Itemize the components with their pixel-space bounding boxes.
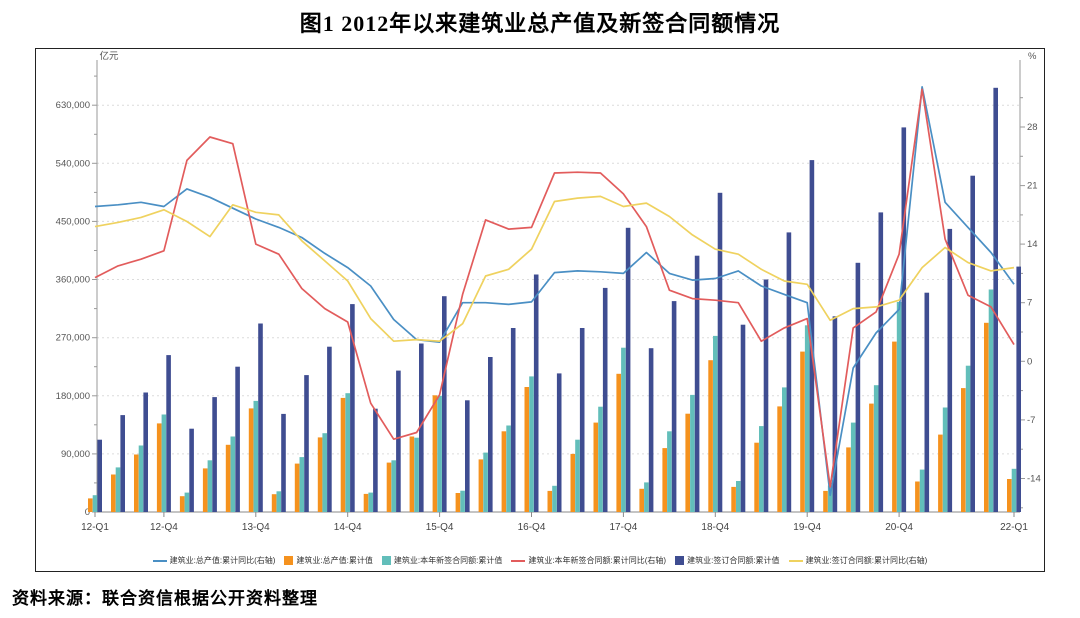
- legend-item-label: 建筑业:本年新签合同额:累计同比(右轴): [528, 556, 667, 565]
- svg-text:14: 14: [1027, 239, 1038, 250]
- svg-text:19-Q4: 19-Q4: [793, 522, 821, 533]
- left-axis-unit: 亿元: [99, 50, 119, 62]
- right-axis-unit: %: [1028, 51, 1037, 62]
- legend-item-label: 建筑业:总产值:累计同比(右轴): [169, 556, 276, 565]
- legend-line-swatch: [788, 559, 803, 562]
- svg-text:-14: -14: [1027, 474, 1041, 485]
- svg-text:450,000: 450,000: [56, 216, 90, 227]
- legend-box-swatch: [381, 556, 391, 565]
- chart-frame: 0 90,000 180,000 270,000 360,000 450,000 540,0…: [35, 48, 1045, 572]
- legend-box-swatch: [675, 556, 685, 565]
- svg-text:15-Q4: 15-Q4: [426, 522, 454, 533]
- legend-item-1: 建筑业:总产值:累计值: [284, 555, 373, 566]
- svg-text:18-Q4: 18-Q4: [701, 522, 729, 533]
- chart-svg: 0 90,000 180,000 270,000 360,000 450,000 540,0…: [56, 50, 1041, 533]
- legend-item-label: 建筑业:本年新签合同额:累计值: [393, 556, 503, 565]
- svg-text:17-Q4: 17-Q4: [610, 522, 638, 533]
- svg-text:90,000: 90,000: [61, 449, 90, 460]
- svg-text:540,000: 540,000: [56, 158, 90, 169]
- svg-text:13-Q4: 13-Q4: [242, 522, 270, 533]
- svg-text:22-Q1: 22-Q1: [1000, 522, 1028, 533]
- svg-text:270,000: 270,000: [56, 333, 90, 344]
- legend-item-3: 建筑业:本年新签合同额:累计同比(右轴): [511, 555, 666, 566]
- line-series-2: [94, 195, 1015, 343]
- svg-text:14-Q4: 14-Q4: [334, 522, 362, 533]
- svg-text:0: 0: [1027, 356, 1032, 367]
- bar-series-1: [92, 289, 1017, 512]
- svg-text:20-Q4: 20-Q4: [885, 522, 913, 533]
- svg-text:630,000: 630,000: [56, 100, 90, 111]
- chart-legend: 建筑业:总产值:累计同比(右轴) 建筑业:总产值:累计值 建筑业:本年新签合同额:累…: [36, 555, 1044, 566]
- svg-text:180,000: 180,000: [56, 391, 90, 402]
- legend-item-2: 建筑业:本年新签合同额:累计值: [381, 555, 503, 566]
- line-series-0: [94, 85, 1015, 497]
- svg-text:16-Q4: 16-Q4: [518, 522, 546, 533]
- legend-item-4: 建筑业:签订合同额:累计值: [675, 555, 780, 566]
- bar-series-2: [97, 87, 1021, 513]
- legend-item-5: 建筑业:签订合同额:累计同比(右轴): [788, 555, 928, 566]
- page-title: 图1 2012年以来建筑业总产值及新签合同额情况: [299, 11, 781, 36]
- bar-series-0: [88, 322, 1012, 512]
- legend-line-swatch: [511, 559, 526, 562]
- legend-item-label: 建筑业:签订合同额:累计值: [687, 556, 780, 565]
- source-note: 资料来源：联合资信根据公开资料整理: [12, 589, 318, 608]
- svg-text:21: 21: [1027, 181, 1038, 192]
- svg-text:12-Q4: 12-Q4: [150, 522, 178, 533]
- legend-item-label: 建筑业:签订合同额:累计同比(右轴): [805, 556, 928, 565]
- svg-text:12-Q1: 12-Q1: [81, 522, 109, 533]
- svg-text:28: 28: [1027, 122, 1038, 133]
- legend-item-label: 建筑业:总产值:累计值: [296, 556, 373, 565]
- svg-text:-7: -7: [1027, 415, 1035, 426]
- legend-line-swatch: [152, 559, 167, 562]
- svg-text:360,000: 360,000: [56, 275, 90, 286]
- svg-text:0: 0: [85, 507, 90, 518]
- svg-text:7: 7: [1027, 298, 1032, 309]
- legend-box-swatch: [284, 556, 294, 565]
- legend-item-0: 建筑业:总产值:累计同比(右轴): [152, 555, 276, 566]
